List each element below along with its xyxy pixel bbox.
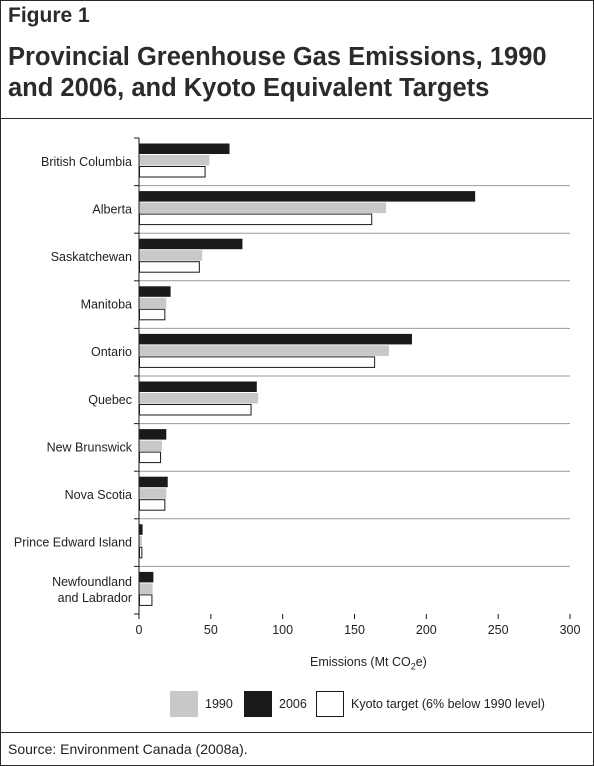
bar-kyoto (139, 166, 206, 178)
legend-swatch-2006 (244, 691, 272, 717)
category-label: and Labrador (58, 591, 132, 605)
bar-1990 (139, 345, 389, 356)
x-tick-label: 0 (136, 623, 143, 637)
legend-swatch-1990 (170, 691, 198, 717)
legend-swatch-kyoto (316, 691, 344, 717)
x-tick-label: 200 (416, 623, 437, 637)
x-tick-label: 100 (272, 623, 293, 637)
bar-2006 (139, 524, 143, 535)
bar-2006 (139, 571, 154, 583)
x-tick-label: 250 (488, 623, 509, 637)
bar-kyoto (139, 546, 143, 559)
bar-kyoto (139, 404, 252, 416)
bar-1990 (139, 202, 387, 214)
category-label: Alberta (92, 202, 132, 216)
legend-label-2006: 2006 (279, 697, 307, 711)
category-label: Manitoba (81, 298, 132, 312)
bar-1990 (139, 393, 259, 404)
bar-kyoto (139, 451, 162, 464)
bar-1990 (139, 250, 203, 261)
bar-2006 (139, 381, 257, 392)
category-label: Nova Scotia (65, 488, 132, 502)
legend: 1990 2006 Kyoto target (6% below 1990 le… (0, 690, 594, 720)
bar-1990 (139, 488, 167, 499)
bar-2006 (139, 429, 167, 440)
x-axis-title-main: Emissions (Mt CO (310, 655, 411, 669)
bar-kyoto (139, 213, 373, 226)
bar-1990 (139, 535, 142, 547)
category-label: Ontario (91, 345, 132, 359)
bar-1990 (139, 297, 167, 309)
bar-kyoto (139, 499, 166, 511)
category-label: British Columbia (41, 155, 132, 169)
source-text: Source: Environment Canada (2008a). (8, 741, 248, 757)
bar-1990 (139, 155, 210, 166)
bar-2006 (139, 333, 412, 345)
bar-2006 (139, 143, 230, 154)
source-footer: Source: Environment Canada (2008a). (0, 732, 592, 765)
category-label: New Brunswick (47, 440, 133, 454)
x-axis-title-end: e) (415, 655, 427, 669)
legend-label-kyoto: Kyoto target (6% below 1990 level) (351, 697, 545, 711)
bar-2006 (139, 476, 168, 488)
x-tick-label: 150 (344, 623, 365, 637)
figure-title: Provincial Greenhouse Gas Emissions, 199… (8, 43, 547, 102)
bar-1990 (139, 440, 162, 452)
category-label: Saskatchewan (51, 250, 132, 264)
bar-kyoto (139, 356, 376, 368)
bar-kyoto (139, 594, 153, 606)
bar-2006 (139, 191, 476, 202)
category-label: Newfoundland (52, 575, 132, 589)
bar-2006 (139, 238, 243, 250)
bar-kyoto (139, 308, 166, 321)
x-tick-label: 50 (204, 623, 218, 637)
category-label: Prince Edward Island (14, 536, 132, 550)
legend-item-2006: 2006 (244, 690, 307, 718)
legend-item-kyoto: Kyoto target (6% below 1990 level) (316, 690, 545, 718)
bar-kyoto (139, 261, 200, 273)
figure-header: Figure 1 Provincial Greenhouse Gas Emiss… (0, 0, 592, 119)
category-label: Quebec (88, 393, 132, 407)
legend-item-1990: 1990 (170, 690, 233, 718)
x-axis-title: Emissions (Mt CO2e) (310, 655, 427, 672)
x-axis-title-subscript: 2 (410, 661, 416, 672)
bar-2006 (139, 286, 171, 297)
bar-1990 (139, 583, 153, 594)
legend-label-1990: 1990 (205, 697, 233, 711)
figure-label: Figure 1 (8, 4, 90, 27)
x-tick-label: 300 (560, 623, 581, 637)
